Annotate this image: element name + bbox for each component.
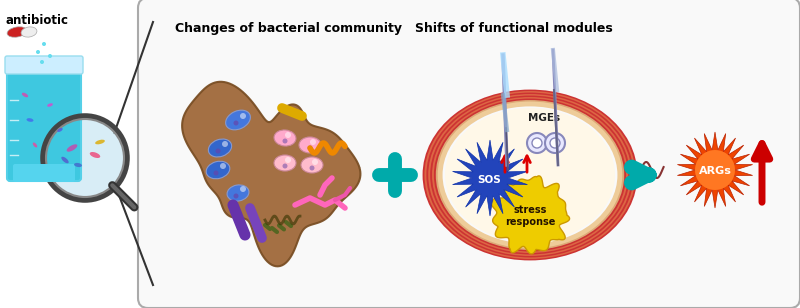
Circle shape (215, 148, 221, 153)
Circle shape (532, 138, 542, 148)
Circle shape (282, 139, 287, 144)
Circle shape (310, 139, 316, 145)
Circle shape (36, 50, 40, 54)
Ellipse shape (208, 139, 232, 157)
Circle shape (307, 145, 313, 151)
Ellipse shape (90, 152, 100, 158)
Ellipse shape (299, 137, 321, 153)
Text: MGEs: MGEs (528, 113, 560, 123)
Circle shape (220, 163, 226, 169)
Ellipse shape (274, 130, 296, 146)
Ellipse shape (74, 163, 82, 167)
Circle shape (310, 165, 314, 171)
Circle shape (234, 120, 238, 125)
Circle shape (214, 171, 218, 176)
Polygon shape (182, 82, 361, 266)
Ellipse shape (206, 161, 230, 179)
Ellipse shape (7, 27, 27, 37)
Circle shape (234, 193, 238, 198)
FancyBboxPatch shape (138, 0, 800, 308)
Ellipse shape (58, 128, 62, 132)
Polygon shape (695, 150, 735, 190)
Circle shape (527, 133, 547, 153)
Circle shape (312, 159, 318, 165)
Circle shape (285, 132, 291, 138)
Text: SOS: SOS (477, 175, 501, 185)
Circle shape (285, 157, 291, 163)
Circle shape (43, 116, 127, 200)
Ellipse shape (26, 118, 34, 122)
Circle shape (42, 42, 46, 46)
Ellipse shape (33, 143, 38, 148)
FancyBboxPatch shape (13, 164, 75, 182)
Polygon shape (678, 132, 753, 208)
Circle shape (48, 54, 52, 58)
Ellipse shape (301, 157, 323, 173)
Circle shape (282, 164, 287, 168)
FancyBboxPatch shape (7, 65, 81, 181)
Circle shape (240, 186, 246, 192)
Ellipse shape (95, 140, 105, 144)
Ellipse shape (22, 93, 28, 97)
Ellipse shape (66, 144, 78, 152)
Polygon shape (453, 140, 527, 216)
Text: Shifts of functional modules: Shifts of functional modules (415, 22, 613, 35)
FancyBboxPatch shape (5, 56, 83, 74)
Polygon shape (491, 176, 570, 254)
Ellipse shape (274, 155, 296, 171)
Ellipse shape (21, 27, 37, 37)
Circle shape (545, 133, 565, 153)
Circle shape (40, 60, 44, 64)
Ellipse shape (226, 110, 250, 130)
Text: Changes of bacterial community: Changes of bacterial community (175, 22, 402, 35)
Text: ARGs: ARGs (698, 166, 731, 176)
Ellipse shape (62, 157, 69, 163)
Text: stress
response: stress response (505, 205, 555, 227)
Circle shape (550, 138, 560, 148)
Ellipse shape (227, 185, 249, 201)
Text: antibiotic: antibiotic (5, 14, 68, 27)
Circle shape (222, 141, 228, 147)
Circle shape (240, 113, 246, 119)
Ellipse shape (47, 103, 53, 107)
Ellipse shape (445, 108, 615, 242)
